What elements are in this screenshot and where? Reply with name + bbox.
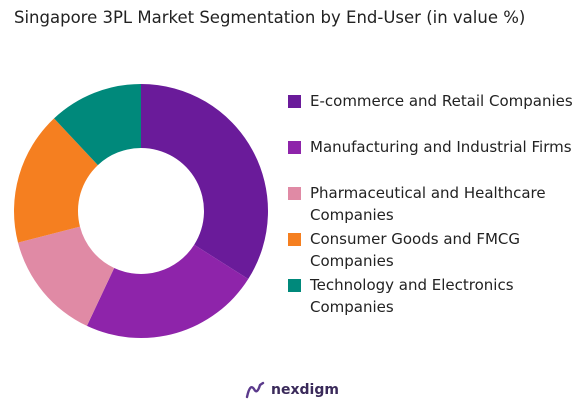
legend-label: Technology and Electronics Companies: [310, 276, 514, 316]
chart-title: Singapore 3PL Market Segmentation by End…: [14, 8, 526, 27]
legend-item-manufacturing: Manufacturing and Industrial Firms: [288, 136, 576, 182]
legend-item-pharmaceutical: Pharmaceutical and Healthcare Companies: [288, 182, 576, 228]
donut-slices: [13, 84, 268, 338]
legend-label: Consumer Goods and FMCG Companies: [310, 230, 520, 270]
donut-slice-pharmaceutical: [17, 226, 115, 326]
donut-slice-consumer-goods: [13, 118, 98, 243]
donut-slice-technology: [54, 84, 142, 166]
legend-label: Manufacturing and Industrial Firms: [310, 138, 572, 156]
legend-item-technology: Technology and Electronics Companies: [288, 274, 576, 320]
legend-swatch: [288, 141, 301, 154]
brand-footer: nexdigm: [244, 378, 339, 402]
legend-swatch: [288, 279, 301, 292]
legend-swatch: [288, 233, 301, 246]
legend-label: Pharmaceutical and Healthcare Companies: [310, 184, 546, 224]
legend-swatch: [288, 95, 301, 108]
chart-legend: E-commerce and Retail Companies Manufact…: [288, 90, 576, 320]
legend-item-ecommerce: E-commerce and Retail Companies: [288, 90, 576, 136]
brand-name: nexdigm: [271, 382, 339, 398]
legend-swatch: [288, 187, 301, 200]
legend-item-consumer-goods: Consumer Goods and FMCG Companies: [288, 228, 576, 274]
donut-slice-ecommerce: [141, 84, 268, 280]
donut-slice-manufacturing: [86, 244, 249, 338]
nexdigm-logo-icon: [245, 381, 265, 399]
legend-label: E-commerce and Retail Companies: [310, 92, 573, 110]
